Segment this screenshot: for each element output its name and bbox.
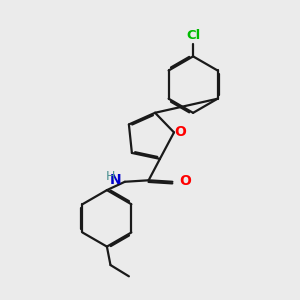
- Text: O: O: [175, 125, 187, 139]
- Text: H: H: [106, 170, 115, 183]
- Text: Cl: Cl: [186, 28, 200, 41]
- Text: O: O: [179, 174, 191, 188]
- Text: N: N: [110, 173, 121, 187]
